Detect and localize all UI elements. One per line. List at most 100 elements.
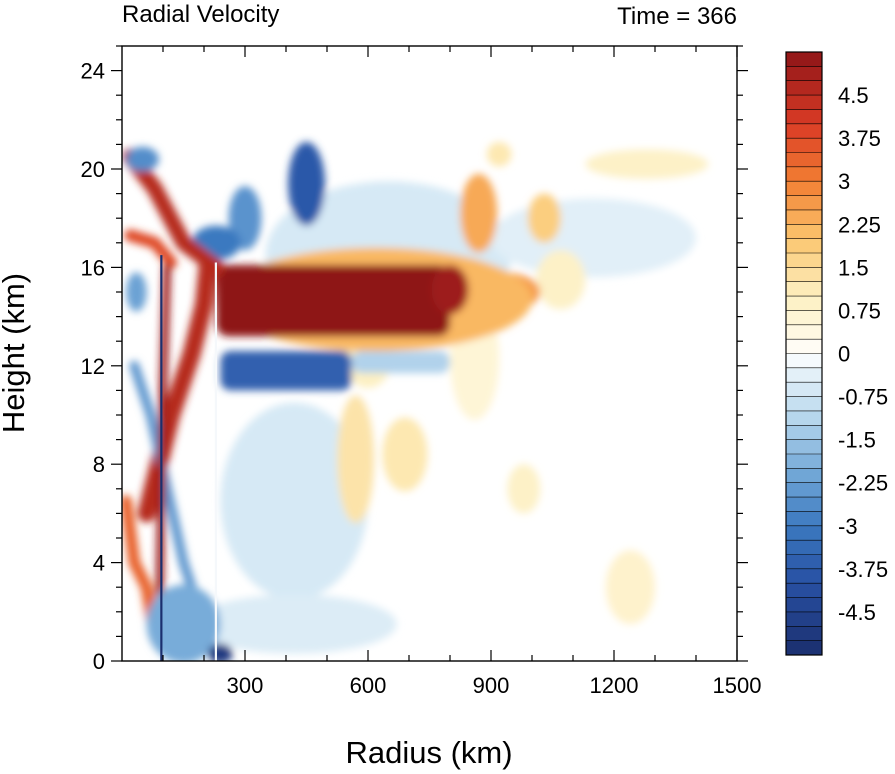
y-tick-label: 16	[81, 255, 105, 280]
colorbar-bin	[786, 224, 822, 239]
colorbar-bin	[786, 123, 822, 139]
colorbar-label: -3	[838, 514, 858, 539]
colorbar-bin	[786, 353, 822, 369]
colorbar-bin	[786, 253, 822, 268]
mid-level-outflow-patch	[382, 417, 428, 492]
colorbar-bin	[786, 152, 822, 168]
colorbar-frame	[785, 51, 823, 656]
colorbar-bin	[786, 425, 822, 440]
colorbar-bin	[786, 281, 822, 297]
x-tick-label: 300	[227, 673, 264, 698]
colorbar-bin	[786, 310, 822, 326]
colorbar-bin	[786, 324, 822, 340]
colorbar-bin	[786, 454, 822, 469]
colorbar-bin	[786, 511, 822, 527]
colorbar-bin	[786, 626, 822, 641]
y-tick-label: 12	[81, 354, 105, 379]
colorbar-bin	[786, 267, 822, 283]
upper-outflow-core	[216, 264, 450, 337]
mid-level-outflow-patch	[337, 395, 375, 524]
plot-frame	[121, 45, 738, 662]
upper-left-inflow	[126, 272, 147, 312]
colorbar-label: -1.5	[838, 428, 876, 453]
colorbar-label: 0.75	[838, 298, 881, 323]
inflow-below-outflow	[220, 351, 352, 391]
colorbar-label: 1.5	[838, 255, 869, 280]
velocity-field	[122, 141, 709, 661]
colorbar-bin	[786, 410, 822, 426]
colorbar-bin	[786, 209, 822, 225]
upper-outflow-patch	[486, 141, 512, 167]
colorbar-bin	[786, 52, 822, 67]
colorbar-bin	[786, 597, 822, 613]
outflow-core-tip	[431, 264, 469, 315]
colorbar-bin	[786, 80, 822, 96]
colorbar-label: 2.25	[838, 212, 881, 237]
colorbar: 4.5 3.75 3 2.25 1.5 0.75 0 -0.75 -1.5 -2.25 -3 -3.7…	[785, 51, 888, 656]
x-tick-label: 1200	[590, 673, 639, 698]
colorbar-bin	[786, 166, 822, 182]
x-tick-label: 1500	[713, 673, 762, 698]
colorbar-bin	[786, 482, 822, 498]
weak-outflow-region	[585, 149, 709, 179]
y-axis: 0 4 8 12 16 20 24	[81, 45, 748, 674]
colorbar-bin	[786, 195, 822, 211]
weak-inflow-region	[491, 198, 696, 278]
colorbar-bin	[786, 95, 822, 110]
x-tick-label: 600	[350, 673, 387, 698]
weak-outflow-region	[536, 250, 586, 310]
chart-title: Radial Velocity	[122, 1, 279, 28]
colorbar-label: -4.5	[838, 600, 876, 625]
weak-inflow-region	[220, 402, 368, 600]
colorbar-bin	[786, 138, 822, 153]
eyewall-outflow-arc	[124, 229, 178, 269]
colorbar-bin	[786, 181, 822, 196]
colorbar-bin	[786, 554, 822, 570]
y-tick-label: 20	[81, 157, 105, 182]
high-level-outflow-arc	[122, 148, 225, 276]
x-axis: 300 600 900 1200 1500	[162, 46, 762, 698]
colorbar-label: 0	[838, 342, 850, 367]
eyewall-inflow-band	[129, 360, 205, 617]
colorbar-bin	[786, 66, 822, 82]
colorbar-bin	[786, 583, 822, 598]
colorbar-bin	[786, 439, 822, 455]
colorbar-label: 3	[838, 169, 850, 194]
colorbar-label: -3.75	[838, 557, 888, 582]
weak-inflow-region	[191, 594, 397, 654]
colorbar-bin	[786, 540, 822, 555]
weak-outflow-region	[605, 550, 656, 625]
colorbar-bin	[786, 525, 822, 541]
colorbar-label: -2.25	[838, 471, 888, 496]
weak-inflow-under-jet	[351, 351, 450, 374]
upper-inflow-patch	[288, 141, 325, 226]
y-tick-label: 8	[93, 452, 105, 477]
low-level-inflow-core	[208, 643, 233, 661]
colorbar-label: 3.75	[838, 126, 881, 151]
colorbar-bin	[786, 396, 822, 412]
upper-outflow-patch	[460, 173, 498, 253]
y-tick-label: 4	[93, 551, 105, 576]
colorbar-bin	[786, 640, 822, 656]
colorbar-bin	[786, 568, 822, 584]
upper-left-inflow	[126, 146, 159, 172]
upper-outflow-patch	[527, 193, 561, 243]
low-level-inflow	[146, 584, 221, 661]
y-axis-label: Height (km)	[0, 273, 31, 433]
colorbar-bin	[786, 468, 822, 484]
colorbar-bin	[786, 109, 822, 125]
colorbar-label: 4.5	[838, 83, 869, 108]
colorbar-bin	[786, 339, 822, 354]
colorbar-bin	[786, 382, 822, 397]
y-tick-label: 24	[81, 59, 105, 84]
plot-area	[122, 46, 737, 661]
x-axis-label: Radius (km)	[345, 735, 512, 770]
colorbar-bin	[786, 238, 822, 254]
weak-outflow-region	[507, 464, 541, 514]
colorbar-bin	[786, 296, 822, 311]
colorbar-bin	[786, 367, 822, 383]
x-tick-label: 900	[473, 673, 510, 698]
time-label: Time = 366	[617, 3, 737, 30]
colorbar-label: -0.75	[838, 385, 888, 410]
